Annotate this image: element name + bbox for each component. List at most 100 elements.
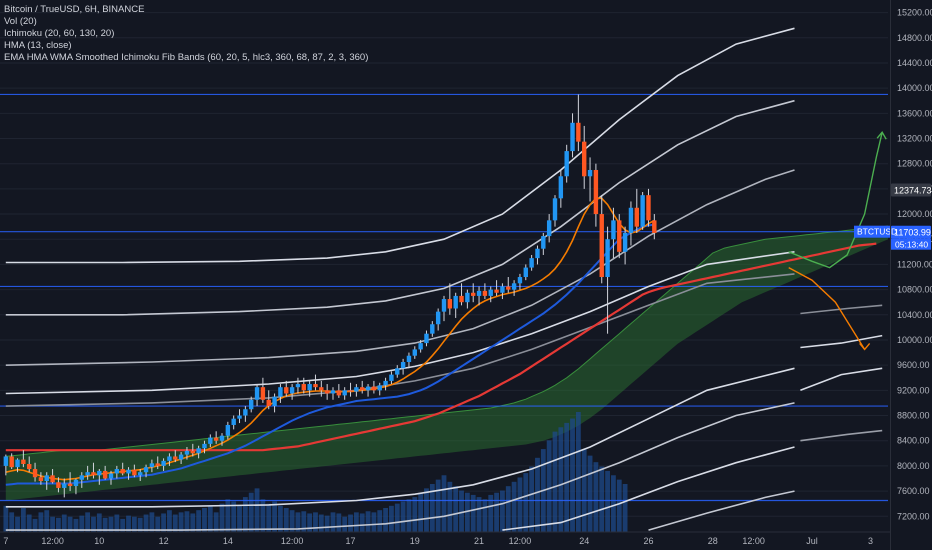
candle-body xyxy=(424,333,429,344)
candle-body xyxy=(418,343,423,350)
symbol-line: Bitcoin / TrueUSD, 6H, BINANCE xyxy=(4,4,145,15)
volume-bar xyxy=(190,513,196,532)
price-tick-label: 11200.00 xyxy=(897,259,932,269)
time-tick-label: 24 xyxy=(579,536,589,546)
time-tick-label: 12:00 xyxy=(281,536,304,546)
volume-bar xyxy=(377,510,383,532)
candle-body xyxy=(79,475,84,480)
hma-line xyxy=(5,197,655,481)
indicator-ichimoku[interactable]: Ichimoku (20, 60, 130, 20) xyxy=(4,28,115,39)
time-tick-label: 12:00 xyxy=(41,536,64,546)
fib-band-line xyxy=(502,446,795,531)
projection-green-arrowhead xyxy=(876,130,887,140)
time-axis-bg xyxy=(0,532,932,550)
time-tick-label: 3 xyxy=(868,536,873,546)
volume-bar xyxy=(324,515,330,532)
cloud-top-line xyxy=(5,225,889,457)
volume-bar xyxy=(15,516,20,532)
volume-bar xyxy=(558,427,564,532)
price-axis-labels: 7200.00 7600.00 8000.00 8400.00 8800.00 9200.… xyxy=(897,8,932,522)
volume-bar xyxy=(418,492,424,532)
fib-band-line xyxy=(5,251,795,395)
candle-body xyxy=(582,141,587,177)
candle-body xyxy=(517,277,523,284)
indicator-fib-bands[interactable]: EMA HMA WMA Smoothed Ichimoku Fib Bands … xyxy=(4,52,369,63)
candle-body xyxy=(85,472,90,476)
candle-body xyxy=(494,289,499,293)
candle-body xyxy=(284,387,289,394)
indicator-hma[interactable]: HMA (13, close) xyxy=(4,40,72,51)
price-axis[interactable] xyxy=(890,0,932,550)
volume-bar xyxy=(546,440,552,532)
candle-body xyxy=(155,463,160,466)
candle-body xyxy=(646,195,651,221)
volume-bar xyxy=(143,514,149,532)
candle-body xyxy=(272,396,277,407)
fib-band-line xyxy=(800,334,883,349)
volume-bar xyxy=(242,497,248,532)
volume-bar xyxy=(616,479,622,532)
red-band-line xyxy=(5,242,877,452)
volume-bar xyxy=(9,512,15,532)
candle-body xyxy=(459,295,464,303)
volume-bar xyxy=(56,517,61,532)
time-tick-label: 26 xyxy=(643,536,653,546)
time-axis-labels: 7 12:00 10 12 14 12:00 17 19 21 12:00 24 26 28 12:00 J… xyxy=(3,536,873,546)
candle-body xyxy=(412,349,417,356)
candle-body xyxy=(249,399,254,410)
candle-body xyxy=(102,470,108,479)
fib-band-line xyxy=(5,27,795,264)
candle-body xyxy=(570,122,575,152)
candle-body xyxy=(383,380,388,386)
candle-body xyxy=(307,384,312,391)
candle-body xyxy=(529,258,534,268)
volume-bar xyxy=(529,466,535,532)
volume-bar xyxy=(353,512,359,532)
volume-bar xyxy=(32,518,38,532)
last-price-badge: 12374.73 xyxy=(894,185,932,195)
projection-green-line xyxy=(788,132,883,269)
volume-bar xyxy=(167,510,172,532)
volume-bar xyxy=(108,516,114,532)
candle-body xyxy=(622,232,628,252)
volume-bar xyxy=(318,514,324,532)
volume-bar xyxy=(365,511,371,532)
volume-bar xyxy=(611,475,616,532)
price-tick-label: 8400.00 xyxy=(897,436,930,446)
time-tick-label: 12 xyxy=(159,536,169,546)
volume-bar xyxy=(26,514,32,532)
volume-bars xyxy=(3,412,628,532)
time-tick-label: 12:00 xyxy=(742,536,765,546)
candle-body xyxy=(465,292,470,303)
volume-bar xyxy=(79,515,85,532)
candle-body xyxy=(371,386,377,391)
indicator-volume[interactable]: Vol (20) xyxy=(4,16,37,27)
candle-body xyxy=(471,292,476,296)
candle-body xyxy=(219,435,225,441)
candle-body xyxy=(196,448,201,454)
volume-bar xyxy=(207,505,213,532)
candle-body xyxy=(430,324,435,334)
volume-bar xyxy=(155,516,161,532)
candle-body xyxy=(295,384,301,388)
fib-band-line xyxy=(5,367,795,508)
current-price-badge-bg xyxy=(891,225,931,239)
volume-bar xyxy=(172,514,178,532)
volume-bar xyxy=(394,503,400,532)
candle-body xyxy=(32,469,38,478)
volume-bar xyxy=(272,501,277,532)
price-tick-label: 12800.00 xyxy=(897,159,932,169)
candle-body xyxy=(435,311,441,325)
volume-bar xyxy=(313,512,318,532)
price-tick-label: 7600.00 xyxy=(897,486,930,496)
time-tick-label: 10 xyxy=(94,536,104,546)
volume-bar xyxy=(587,455,593,532)
volume-bar xyxy=(219,503,225,532)
price-tick-label: 8000.00 xyxy=(897,461,930,471)
volume-bar xyxy=(464,492,470,532)
fib-band-line xyxy=(5,169,795,366)
candle-body xyxy=(149,463,155,468)
candle-body xyxy=(389,374,394,381)
